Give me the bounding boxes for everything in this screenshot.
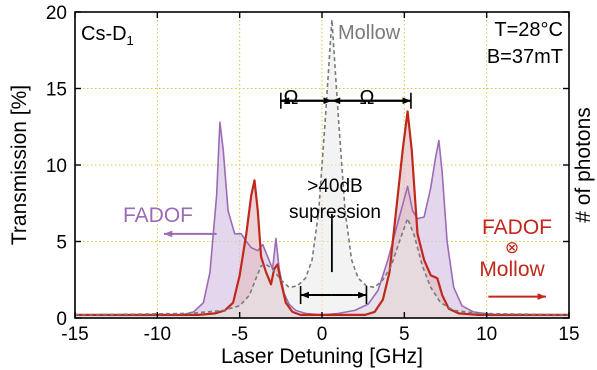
series-line-2 [75,18,569,316]
fadof-label: FADOF [123,204,193,227]
fadof-mollow-arrow-head [537,293,546,300]
annotation-markers [163,92,546,305]
fadof-mollow-label-1: FADOF [482,216,552,239]
x-tick-label: -15 [61,324,88,345]
fadof-mollow-label-2: Mollow [479,258,545,281]
otimes-symbol: ⊗ [505,238,519,257]
y-tick-label: 5 [56,233,67,254]
series-line-0 [75,121,569,316]
species-label-main: Cs-D [81,23,127,45]
y-tick-label: 0 [56,309,67,330]
axis-ticks: -15 -10 -5 0 5 10 15 0 5 10 15 20 [46,3,580,345]
fadof-arrow-head [163,230,173,238]
temperature-label: T=28°C [494,19,563,41]
omega-left-label: Ω [284,87,299,109]
supp-arrow-right-head [358,291,367,299]
suppression-line1: >40dB [307,176,362,197]
omega-arrow-right-b-head [331,97,341,105]
x-axis-label: Laser Detuning [GHz] [221,345,423,368]
x-tick-label: 15 [558,324,579,345]
y-axis-label: Transmission [%] [8,85,31,245]
mollow-label: Mollow [338,22,401,44]
series-lines [75,18,569,316]
x-tick-label: 0 [317,324,328,345]
x-tick-label: -10 [144,324,171,345]
omega-right-label: Ω [360,87,375,109]
supp-arrow-left-head [300,291,309,299]
series-area-0 [75,122,569,318]
x-tick-label: 5 [399,324,410,345]
series-line-1 [75,110,569,316]
species-label: Cs-D1 [81,23,134,48]
x-tick-label: -5 [231,324,248,345]
y-tick-label: 10 [46,156,67,177]
species-label-sub: 1 [127,33,134,48]
y-tick-label: 15 [46,80,67,101]
y-tick-label: 20 [46,3,67,24]
y-axis-label-right: # of photons [572,107,595,223]
suppression-line2: supression [289,202,381,223]
omega-arrow-left-b-head [323,97,332,105]
field-label: B=37mT [487,46,563,68]
x-tick-label: 10 [476,324,497,345]
